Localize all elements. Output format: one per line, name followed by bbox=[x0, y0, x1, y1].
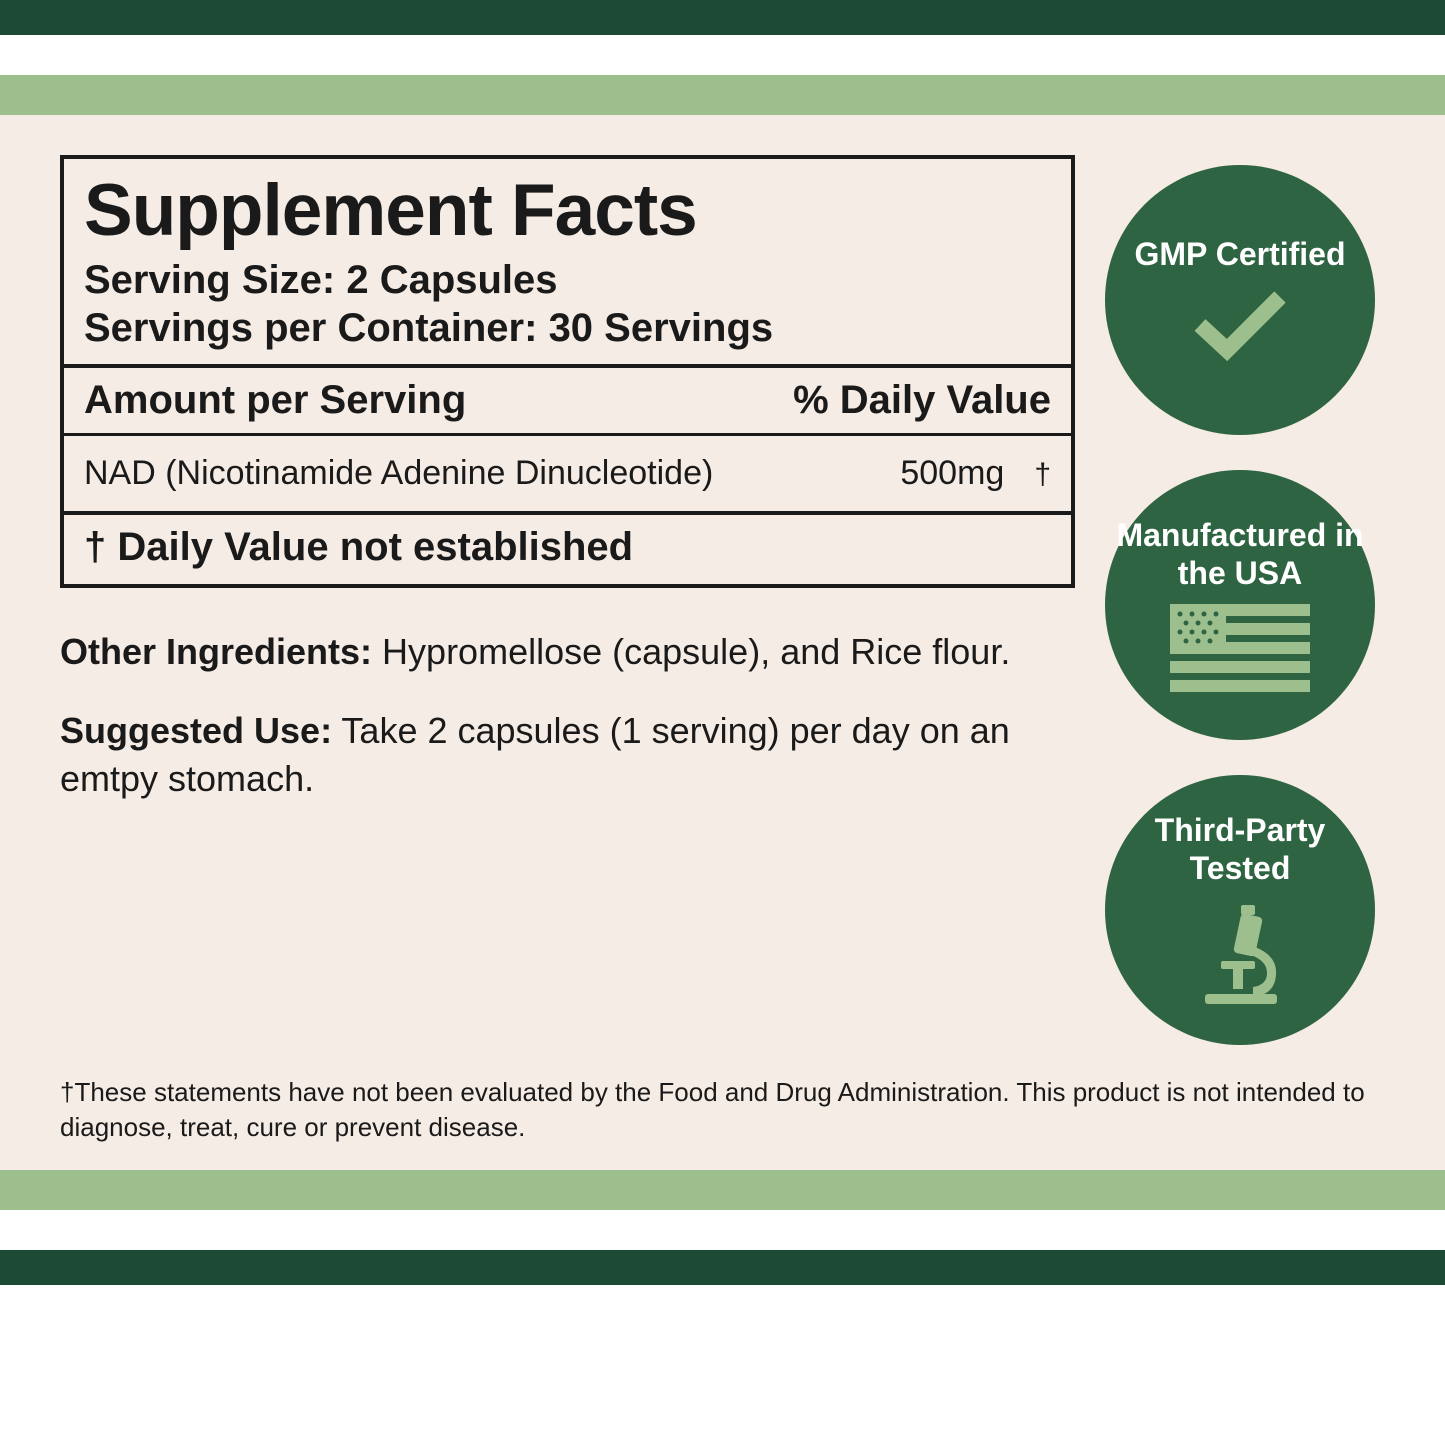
checkmark-icon bbox=[1185, 285, 1295, 365]
ingredient-row: NAD (Nicotinamide Adenine Dinucleotide) … bbox=[64, 433, 1071, 511]
flag-icon bbox=[1170, 604, 1310, 694]
servings-per-value: 30 Servings bbox=[549, 306, 774, 350]
badge-gmp: GMP Certified bbox=[1105, 165, 1375, 435]
microscope-icon bbox=[1185, 899, 1295, 1009]
badge-gmp-label: GMP Certified bbox=[1135, 235, 1346, 273]
fda-disclaimer: †These statements have not been evaluate… bbox=[0, 1075, 1445, 1170]
bottom-stripe-light bbox=[0, 1170, 1445, 1210]
content-area: Supplement Facts Serving Size: 2 Capsule… bbox=[0, 115, 1445, 1075]
column-headers: Amount per Serving % Daily Value bbox=[64, 364, 1071, 433]
col-daily-value: % Daily Value bbox=[793, 378, 1051, 423]
badges-column: GMP Certified Manufactured in the USA bbox=[1105, 155, 1395, 1045]
top-stripe-dark bbox=[0, 0, 1445, 35]
facts-title: Supplement Facts bbox=[64, 159, 1071, 252]
serving-block: Serving Size: 2 Capsules Servings per Co… bbox=[64, 252, 1071, 364]
bottom-stripe-dark bbox=[0, 1250, 1445, 1285]
ingredient-name: NAD (Nicotinamide Adenine Dinucleotide) bbox=[84, 454, 900, 493]
servings-per-label: Servings per Container: bbox=[84, 306, 537, 350]
other-ingredients: Other Ingredients: Hypromellose (capsule… bbox=[60, 628, 1075, 677]
bottom-stripe-white bbox=[0, 1210, 1445, 1250]
badge-tested: Third-Party Tested bbox=[1105, 775, 1375, 1045]
suggested-use: Suggested Use: Take 2 capsules (1 servin… bbox=[60, 707, 1075, 804]
ingredient-amount: 500mg bbox=[900, 454, 1004, 493]
suggested-use-label: Suggested Use: bbox=[60, 710, 332, 751]
left-column: Supplement Facts Serving Size: 2 Capsule… bbox=[60, 155, 1075, 1045]
top-stripe-light bbox=[0, 75, 1445, 115]
supplement-facts-panel: Supplement Facts Serving Size: 2 Capsule… bbox=[60, 155, 1075, 588]
top-stripe-white bbox=[0, 35, 1445, 75]
ingredient-dv: † bbox=[1034, 458, 1051, 492]
badge-usa-label: Manufactured in the USA bbox=[1105, 516, 1375, 593]
other-ingredients-text: Hypromellose (capsule), and Rice flour. bbox=[382, 631, 1010, 672]
serving-size-value: 2 Capsules bbox=[346, 258, 557, 302]
dv-footnote: † Daily Value not established bbox=[64, 511, 1071, 584]
serving-size-label: Serving Size: bbox=[84, 258, 335, 302]
badge-tested-label: Third-Party Tested bbox=[1105, 811, 1375, 888]
col-amount-per-serving: Amount per Serving bbox=[84, 378, 466, 423]
other-ingredients-label: Other Ingredients: bbox=[60, 631, 372, 672]
badge-usa: Manufactured in the USA bbox=[1105, 470, 1375, 740]
